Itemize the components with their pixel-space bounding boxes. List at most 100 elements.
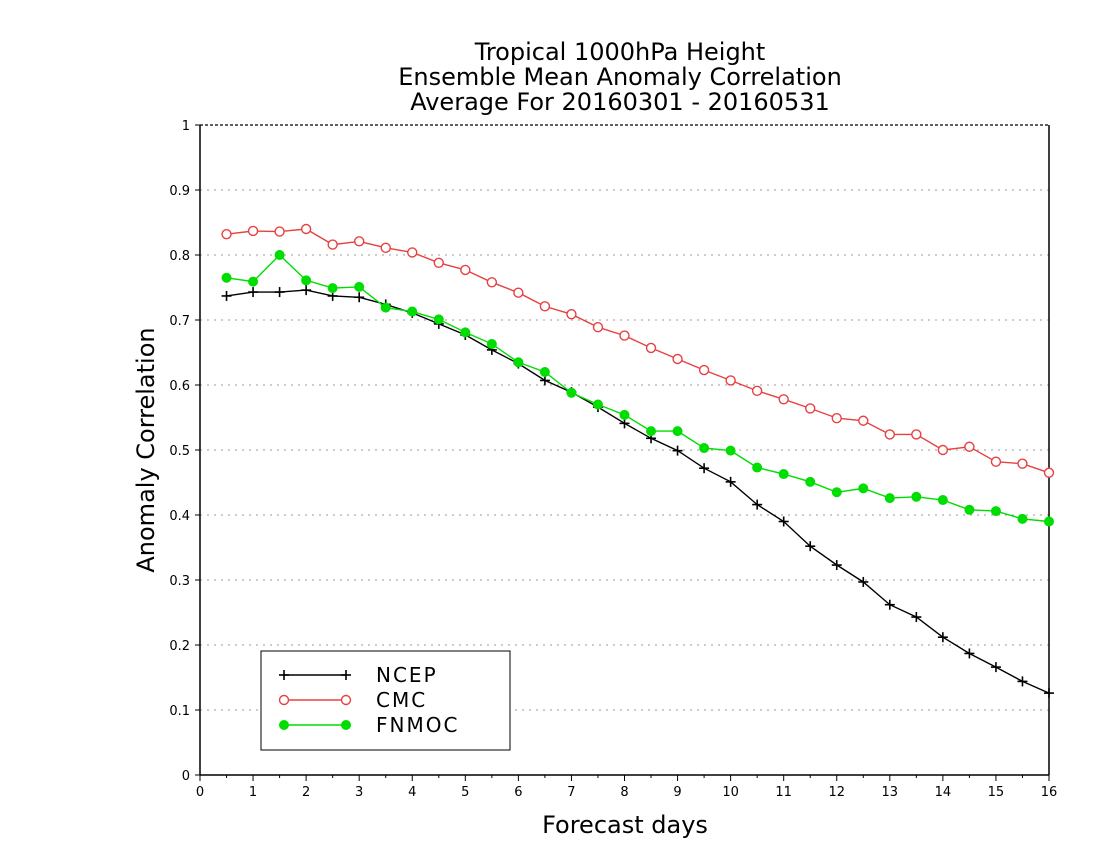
legend-marker [341, 670, 351, 680]
data-point-cmc [805, 403, 816, 414]
data-point-fnmoc [858, 483, 869, 494]
series-line-fnmoc [226, 254, 1050, 523]
data-point-cmc [990, 456, 1002, 467]
data-point-ncep [248, 287, 259, 298]
data-point-cmc [698, 364, 710, 376]
data-point-ncep [672, 445, 683, 456]
x-tick-label: 15 [988, 785, 1005, 800]
data-point-fnmoc [539, 367, 550, 377]
chart-title-line-1: Tropical 1000hPa Height [474, 38, 766, 66]
grid-lines [200, 189, 1049, 711]
data-point-fnmoc [248, 276, 259, 287]
legend-marker [278, 694, 290, 706]
data-point-fnmoc [646, 426, 657, 437]
data-point-fnmoc [699, 443, 710, 454]
x-tick-label: 8 [620, 785, 628, 800]
x-tick-label: 1 [249, 785, 257, 800]
data-point-cmc [327, 239, 338, 250]
y-tick-label: 0.3 [169, 574, 190, 589]
y-tick-label: 0.8 [169, 249, 190, 264]
data-point-cmc [672, 353, 683, 365]
legend-item-cmc: CMC [278, 688, 427, 712]
data-point-fnmoc [566, 387, 577, 398]
chart-title: Tropical 1000hPa Height Ensemble Mean An… [398, 38, 842, 116]
data-point-cmc [831, 412, 842, 424]
data-point-cmc [884, 429, 896, 440]
data-point-cmc [858, 415, 869, 426]
data-point-cmc [353, 236, 365, 247]
x-tick-label: 10 [722, 785, 739, 800]
x-tick-label: 9 [673, 785, 681, 800]
legend-item-fnmoc: FNMOC [279, 713, 459, 737]
data-point-fnmoc [433, 314, 444, 325]
data-point-ncep [725, 476, 736, 487]
data-point-fnmoc [380, 302, 391, 313]
y-tick-label: 0.7 [169, 314, 190, 329]
y-tick-label: 0.9 [169, 184, 190, 199]
y-tick-label: 0.1 [169, 704, 190, 719]
data-point-fnmoc [725, 445, 736, 456]
data-point-ncep [937, 632, 948, 643]
x-tick-label: 14 [935, 785, 952, 800]
y-tick-label: 0 [182, 769, 190, 784]
series-line-ncep [226, 289, 1050, 694]
axis-ticks: 00.10.20.30.40.50.60.70.80.910 1 2 3 4 5 6 7 8 9 1… [169, 119, 1057, 800]
chart-title-line-2: Ensemble Mean Anomaly Correlation [398, 63, 842, 91]
legend-marker [340, 694, 352, 706]
y-tick-label: 0.5 [169, 444, 190, 459]
chart-title-line-3: Average For 20160301 - 20160531 [410, 88, 830, 116]
data-point-ncep [274, 287, 285, 298]
data-point-fnmoc [911, 491, 922, 502]
data-point-cmc [1043, 467, 1055, 478]
data-point-ncep [539, 375, 550, 386]
data-point-fnmoc [672, 426, 683, 437]
legend-marker [341, 720, 351, 730]
data-point-cmc [1017, 458, 1028, 469]
series-ncep [221, 285, 1054, 699]
data-point-fnmoc [884, 493, 895, 504]
data-point-fnmoc [327, 283, 338, 294]
y-tick-label: 0.4 [169, 509, 190, 524]
data-point-cmc [407, 247, 418, 258]
legend-label-cmc: CMC [376, 688, 427, 712]
data-point-fnmoc [407, 306, 418, 317]
data-point-fnmoc [592, 399, 603, 410]
data-point-ncep [699, 463, 710, 474]
data-point-cmc [964, 441, 975, 452]
data-point-cmc [645, 342, 657, 354]
data-point-fnmoc [752, 462, 763, 473]
data-point-cmc [539, 301, 551, 312]
x-tick-label: 16 [1041, 785, 1058, 800]
x-tick-label: 12 [828, 785, 845, 800]
data-point-ncep [884, 599, 895, 610]
x-tick-label: 3 [355, 785, 363, 800]
data-point-cmc [486, 277, 498, 288]
data-point-cmc [221, 228, 232, 240]
data-point-fnmoc [805, 476, 816, 487]
data-point-cmc [725, 375, 736, 386]
series-layer [221, 223, 1055, 699]
data-point-ncep [221, 290, 232, 301]
data-point-ncep [805, 541, 816, 552]
data-point-fnmoc [990, 506, 1001, 517]
data-point-cmc [937, 444, 949, 456]
data-point-cmc [911, 429, 922, 440]
legend-label-fnmoc: FNMOC [376, 713, 459, 737]
data-point-ncep [990, 662, 1001, 673]
y-axis-label: Anomaly Correlation [132, 327, 160, 572]
x-axis-label: Forecast days [542, 811, 708, 839]
data-point-ncep [778, 516, 789, 527]
legend-marker [279, 720, 289, 730]
data-point-cmc [513, 287, 524, 298]
data-point-ncep [301, 285, 312, 296]
x-tick-label: 13 [882, 785, 899, 800]
data-point-ncep [619, 418, 630, 429]
data-point-cmc [778, 394, 789, 405]
y-tick-label: 0.2 [169, 639, 190, 654]
x-tick-label: 2 [302, 785, 310, 800]
data-point-fnmoc [301, 275, 312, 286]
x-tick-label: 6 [514, 785, 522, 800]
data-point-ncep [911, 612, 922, 623]
data-point-ncep [752, 499, 763, 510]
